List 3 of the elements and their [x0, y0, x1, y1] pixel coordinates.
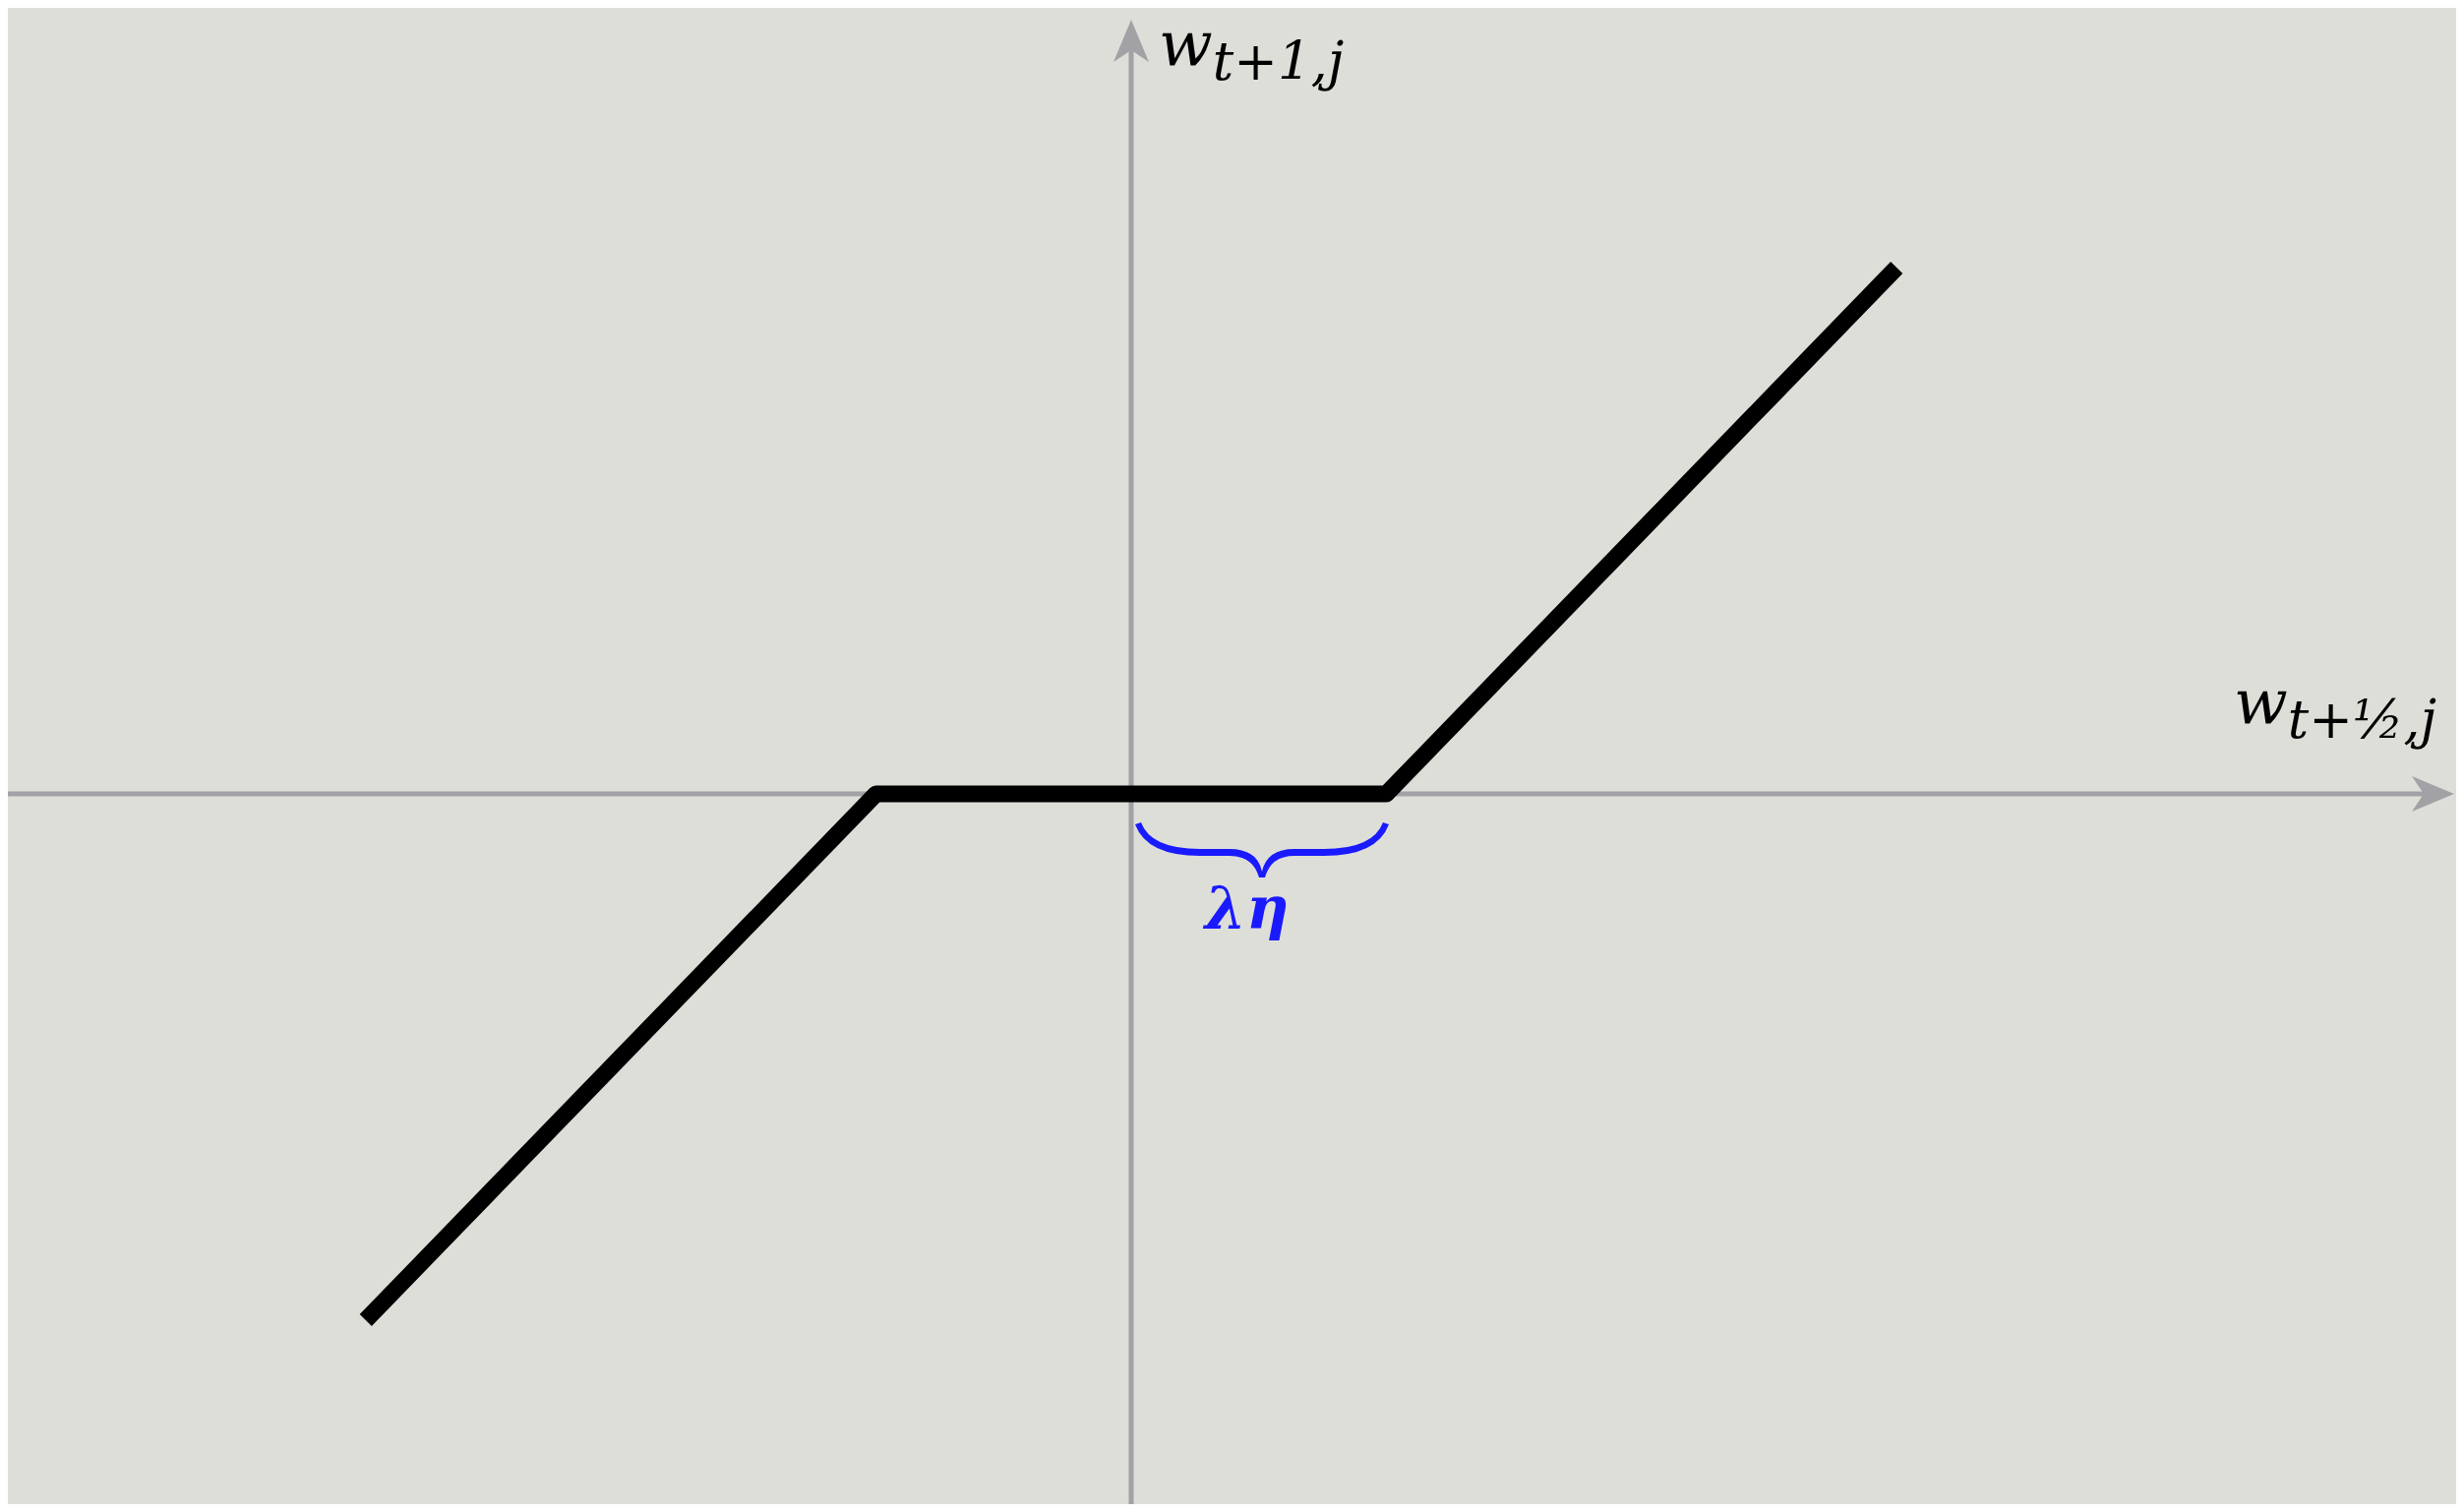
- annotation: λη: [1205, 874, 1290, 942]
- x-axis-title: w$_{t+½,j}$: [2233, 666, 2436, 751]
- y-axis-title: w$_{t+1,j}$: [1159, 8, 1345, 92]
